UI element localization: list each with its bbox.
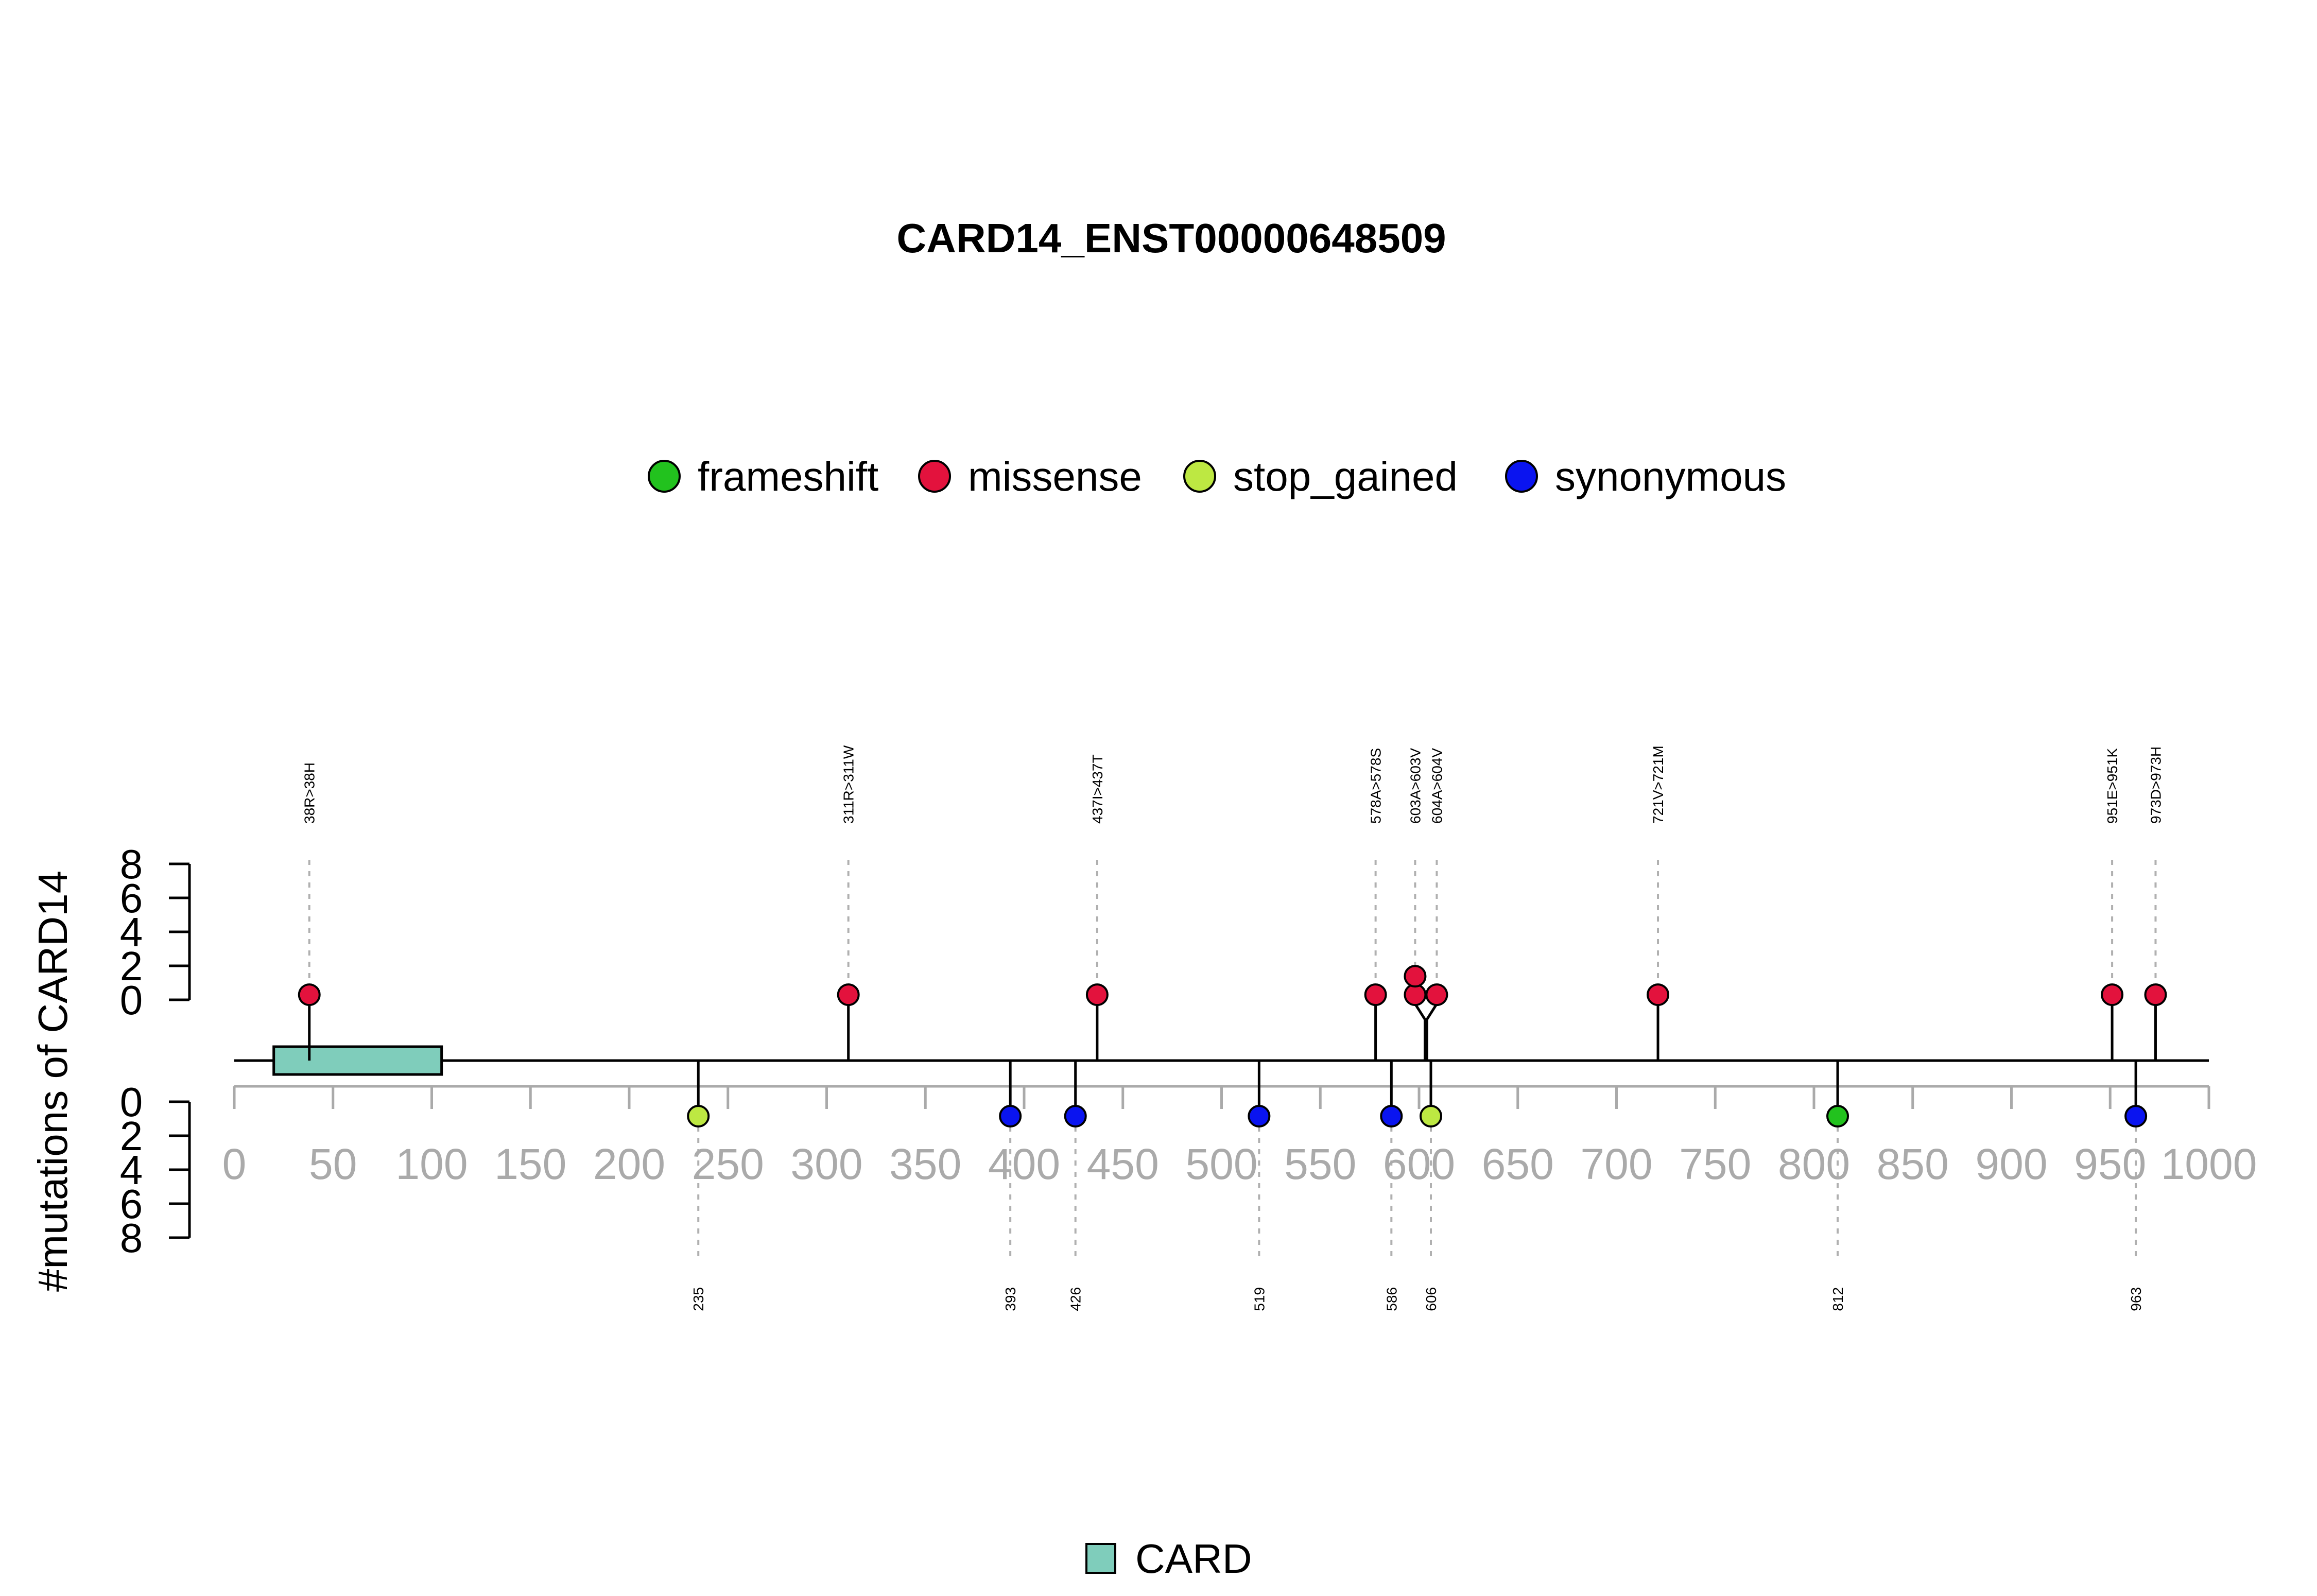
domain-legend: CARD <box>1085 1536 1252 1582</box>
y-tick-label-top: 6 <box>120 875 143 921</box>
y-tick-label-bottom: 8 <box>120 1215 143 1261</box>
mutation-head-missense <box>1404 965 1427 988</box>
x-tick-label: 350 <box>889 1140 961 1188</box>
mutation-label-bottom: 812 <box>1830 1287 1846 1311</box>
mutation-head-synonymous <box>1064 1105 1087 1127</box>
mutation-head-missense <box>837 983 860 1007</box>
mutation-label-top: 721V>721M <box>1650 745 1666 824</box>
mutation-head-frameshift <box>1826 1105 1849 1127</box>
mutation-head-stop_gained <box>687 1105 710 1127</box>
x-tick-label: 850 <box>1877 1140 1949 1188</box>
x-tick-label: 550 <box>1284 1140 1356 1188</box>
mutation-label-bottom: 586 <box>1384 1287 1399 1311</box>
mutation-label-top: 604A>604V <box>1429 748 1445 824</box>
mutation-head-missense <box>1085 983 1109 1007</box>
y-axis-label: #mutations of CARD14 <box>30 871 76 1292</box>
mutation-head-missense <box>2101 983 2124 1007</box>
mutation-head-synonymous <box>1248 1105 1271 1127</box>
x-tick-label: 400 <box>988 1140 1060 1188</box>
x-tick-label: 0 <box>222 1140 247 1188</box>
lollipop-stems <box>308 995 2157 1116</box>
mutation-head-missense <box>1647 983 1670 1007</box>
legend-swatch-frameshift <box>648 460 681 493</box>
y-tick-label-top: 4 <box>120 909 143 955</box>
guide-lines <box>308 860 2157 1256</box>
mutation-head-stop_gained <box>1420 1105 1443 1127</box>
y-tick-label-bottom: 2 <box>120 1113 143 1159</box>
mutation-labels: 38R>38H 311R>311W 437I>437T 578A>578S 603A>6… <box>302 745 2164 1311</box>
mutation-label-top: 973D>973H <box>2148 747 2164 824</box>
protein-backbone <box>234 1045 2209 1076</box>
x-tick-label: 950 <box>2074 1140 2146 1188</box>
y-tick-label-bottom: 4 <box>120 1147 143 1193</box>
mutation-label-bottom: 426 <box>1068 1287 1084 1311</box>
lollipop-heads <box>298 965 2167 1127</box>
mutation-label-top: 578A>578S <box>1368 748 1384 824</box>
x-tick-label: 450 <box>1087 1140 1159 1188</box>
legend-swatch-missense <box>918 460 951 493</box>
mutation-head-synonymous <box>999 1105 1022 1127</box>
mutation-label-bottom: 963 <box>2128 1287 2144 1311</box>
x-tick-label: 200 <box>593 1140 665 1188</box>
legend-label-missense: missense <box>968 454 1142 499</box>
legend-swatch-stop_gained <box>1183 460 1216 493</box>
y-tick-label-bottom: 0 <box>120 1079 143 1125</box>
legend-swatch-synonymous <box>1505 460 1538 493</box>
mutation-head-synonymous <box>1380 1105 1403 1127</box>
mutation-label-bottom: 606 <box>1423 1287 1439 1311</box>
legend-label-frameshift: frameshift <box>698 454 878 499</box>
mutation-legend: frameshift missense stop_gained synonymous <box>648 454 1786 499</box>
domain-CARD <box>272 1045 443 1076</box>
x-axis: 0 50 100 150 200 250 300 350 400 450 500 550 600 650 7… <box>222 1085 2257 1188</box>
y-tick-label-top: 0 <box>120 977 143 1023</box>
mutation-label-top: 311R>311W <box>841 745 857 824</box>
mutation-label-top: 437I>437T <box>1090 754 1105 824</box>
x-tick-label: 50 <box>309 1140 357 1188</box>
x-tick-label: 750 <box>1679 1140 1751 1188</box>
x-tick-label: 500 <box>1185 1140 1257 1188</box>
legend-label-stop_gained: stop_gained <box>1233 454 1458 499</box>
mutation-label-top: 951E>951K <box>2104 748 2120 824</box>
x-tick-label: 600 <box>1383 1140 1455 1188</box>
x-tick-label: 900 <box>1975 1140 2047 1188</box>
mutation-head-synonymous <box>2124 1105 2148 1127</box>
mutation-head-missense <box>2144 983 2167 1007</box>
x-tick-label: 650 <box>1482 1140 1554 1188</box>
y-tick-label-top: 8 <box>120 841 143 887</box>
domain-legend-label: CARD <box>1135 1536 1252 1582</box>
x-tick-label: 700 <box>1580 1140 1652 1188</box>
mutation-label-top: 38R>38H <box>302 762 318 824</box>
domain-legend-swatch <box>1085 1543 1116 1574</box>
mutation-label-top: 603A>603V <box>1407 748 1423 824</box>
chart-title: CARD14_ENST00000648509 <box>896 215 1446 261</box>
legend-label-synonymous: synonymous <box>1555 454 1786 499</box>
mutation-label-bottom: 235 <box>690 1287 706 1311</box>
mutation-label-bottom: 519 <box>1251 1287 1267 1311</box>
mutation-head-missense <box>1425 983 1448 1007</box>
x-tick-label: 300 <box>790 1140 862 1188</box>
x-tick-label: 800 <box>1778 1140 1850 1188</box>
mutation-head-missense <box>1364 983 1387 1007</box>
x-tick-label: 1000 <box>2161 1140 2257 1188</box>
y-tick-label-top: 2 <box>120 943 143 989</box>
x-tick-label: 150 <box>494 1140 566 1188</box>
y-tick-label-bottom: 6 <box>120 1181 143 1227</box>
x-tick-label: 250 <box>692 1140 764 1188</box>
mutation-head-missense <box>298 983 321 1007</box>
mutation-label-bottom: 393 <box>1002 1287 1018 1311</box>
x-tick-label: 100 <box>395 1140 468 1188</box>
